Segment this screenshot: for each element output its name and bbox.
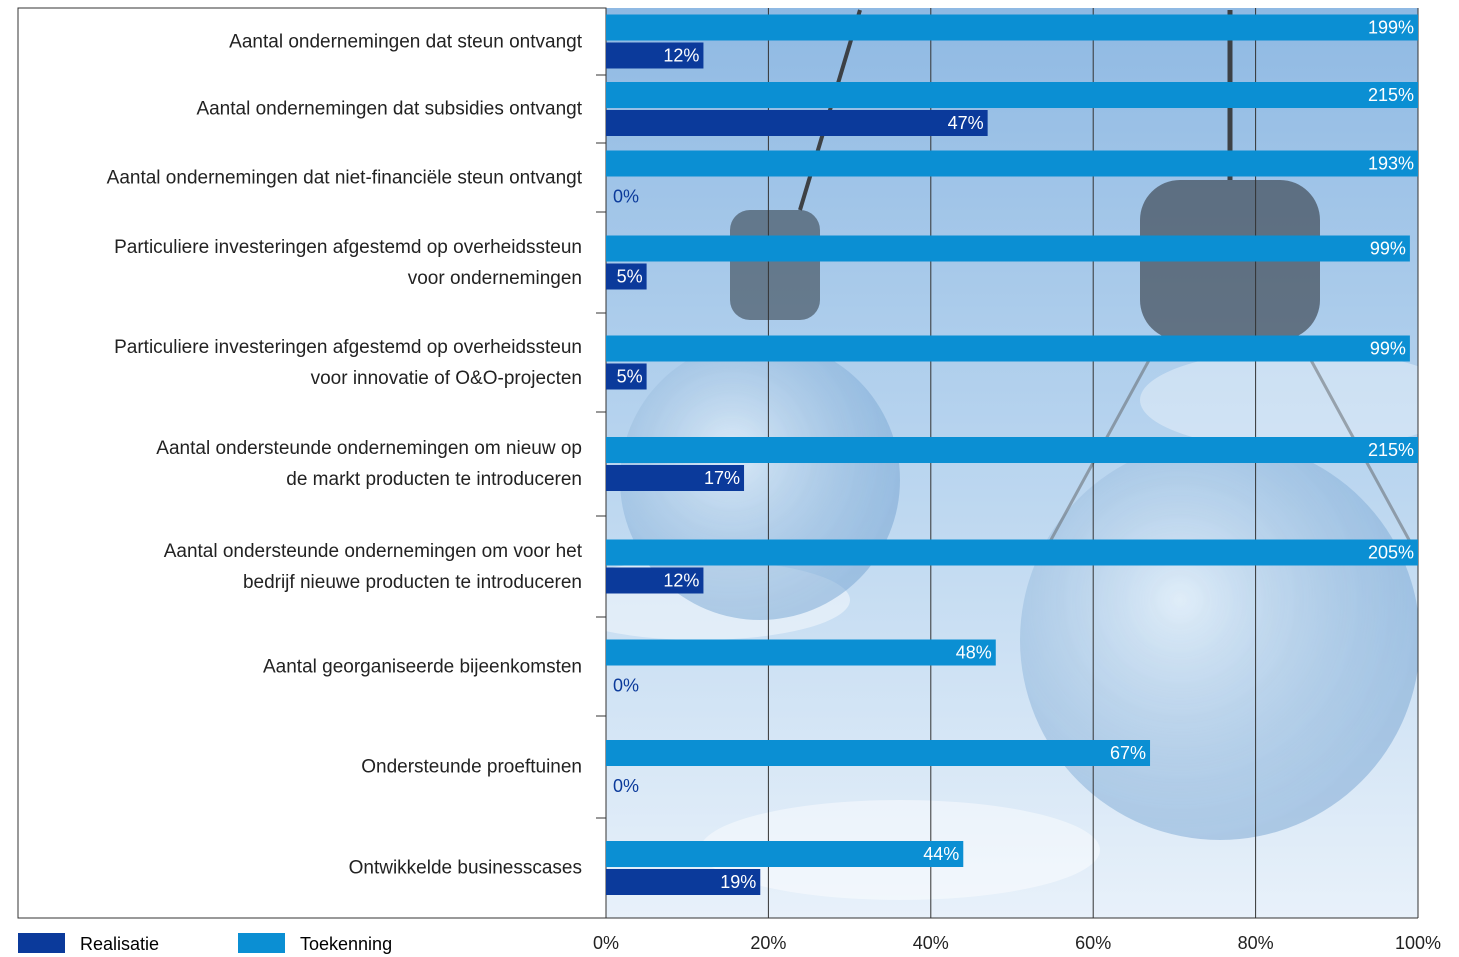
value-label: 67% bbox=[1110, 743, 1146, 763]
bar bbox=[606, 15, 1459, 41]
category-label: Aantal ondernemingen dat niet-financiële… bbox=[2, 162, 582, 193]
bar bbox=[606, 437, 1459, 463]
value-label: 215% bbox=[1368, 85, 1414, 105]
category-label: Aantal ondersteunde ondernemingen om nie… bbox=[2, 433, 582, 495]
bar bbox=[606, 82, 1459, 108]
x-tick-label: 0% bbox=[593, 933, 619, 953]
category-label: Ondersteunde proeftuinen bbox=[2, 752, 582, 783]
category-label: Particuliere investeringen afgestemd op … bbox=[2, 332, 582, 394]
value-label: 48% bbox=[956, 642, 992, 662]
value-label: 99% bbox=[1370, 238, 1406, 258]
x-tick-label: 40% bbox=[913, 933, 949, 953]
category-label: Aantal georganiseerde bijeenkomsten bbox=[2, 651, 582, 682]
value-label: 193% bbox=[1368, 153, 1414, 173]
legend-swatch bbox=[238, 933, 285, 953]
category-label: Particuliere investeringen afgestemd op … bbox=[2, 232, 582, 294]
value-label: 0% bbox=[613, 675, 639, 695]
bar bbox=[606, 740, 1150, 766]
bar bbox=[606, 540, 1459, 566]
x-tick-label: 60% bbox=[1075, 933, 1111, 953]
value-label: 215% bbox=[1368, 440, 1414, 460]
bar bbox=[606, 236, 1410, 262]
value-label: 99% bbox=[1370, 338, 1406, 358]
legend-label: Toekenning bbox=[300, 934, 392, 954]
category-label: Aantal ondernemingen dat subsidies ontva… bbox=[2, 94, 582, 125]
value-label: 0% bbox=[613, 776, 639, 796]
value-label: 0% bbox=[613, 186, 639, 206]
page: 0% 20% 40% 60% 80% 100% 199% 12% 215% 47% 193% 0% 99… bbox=[0, 0, 1459, 957]
x-tick-label: 100% bbox=[1395, 933, 1441, 953]
legend-label: Realisatie bbox=[80, 934, 159, 954]
value-label: 44% bbox=[923, 844, 959, 864]
value-label: 199% bbox=[1368, 17, 1414, 37]
value-label: 17% bbox=[704, 468, 740, 488]
category-label: Ontwikkelde businesscases bbox=[2, 853, 582, 884]
bar bbox=[606, 110, 988, 136]
value-label: 5% bbox=[617, 366, 643, 386]
bar bbox=[606, 151, 1459, 177]
x-tick-label: 20% bbox=[750, 933, 786, 953]
value-label: 12% bbox=[663, 570, 699, 590]
bar bbox=[606, 841, 963, 867]
category-label: Aantal ondernemingen dat steun ontvangt bbox=[2, 26, 582, 57]
category-label: Aantal ondersteunde ondernemingen om voo… bbox=[2, 536, 582, 598]
value-label: 47% bbox=[948, 113, 984, 133]
legend-swatch bbox=[18, 933, 65, 953]
value-label: 5% bbox=[617, 266, 643, 286]
value-label: 19% bbox=[720, 872, 756, 892]
bar bbox=[606, 640, 996, 666]
bar bbox=[606, 336, 1410, 362]
x-tick-label: 80% bbox=[1238, 933, 1274, 953]
value-label: 205% bbox=[1368, 542, 1414, 562]
value-label: 12% bbox=[663, 45, 699, 65]
